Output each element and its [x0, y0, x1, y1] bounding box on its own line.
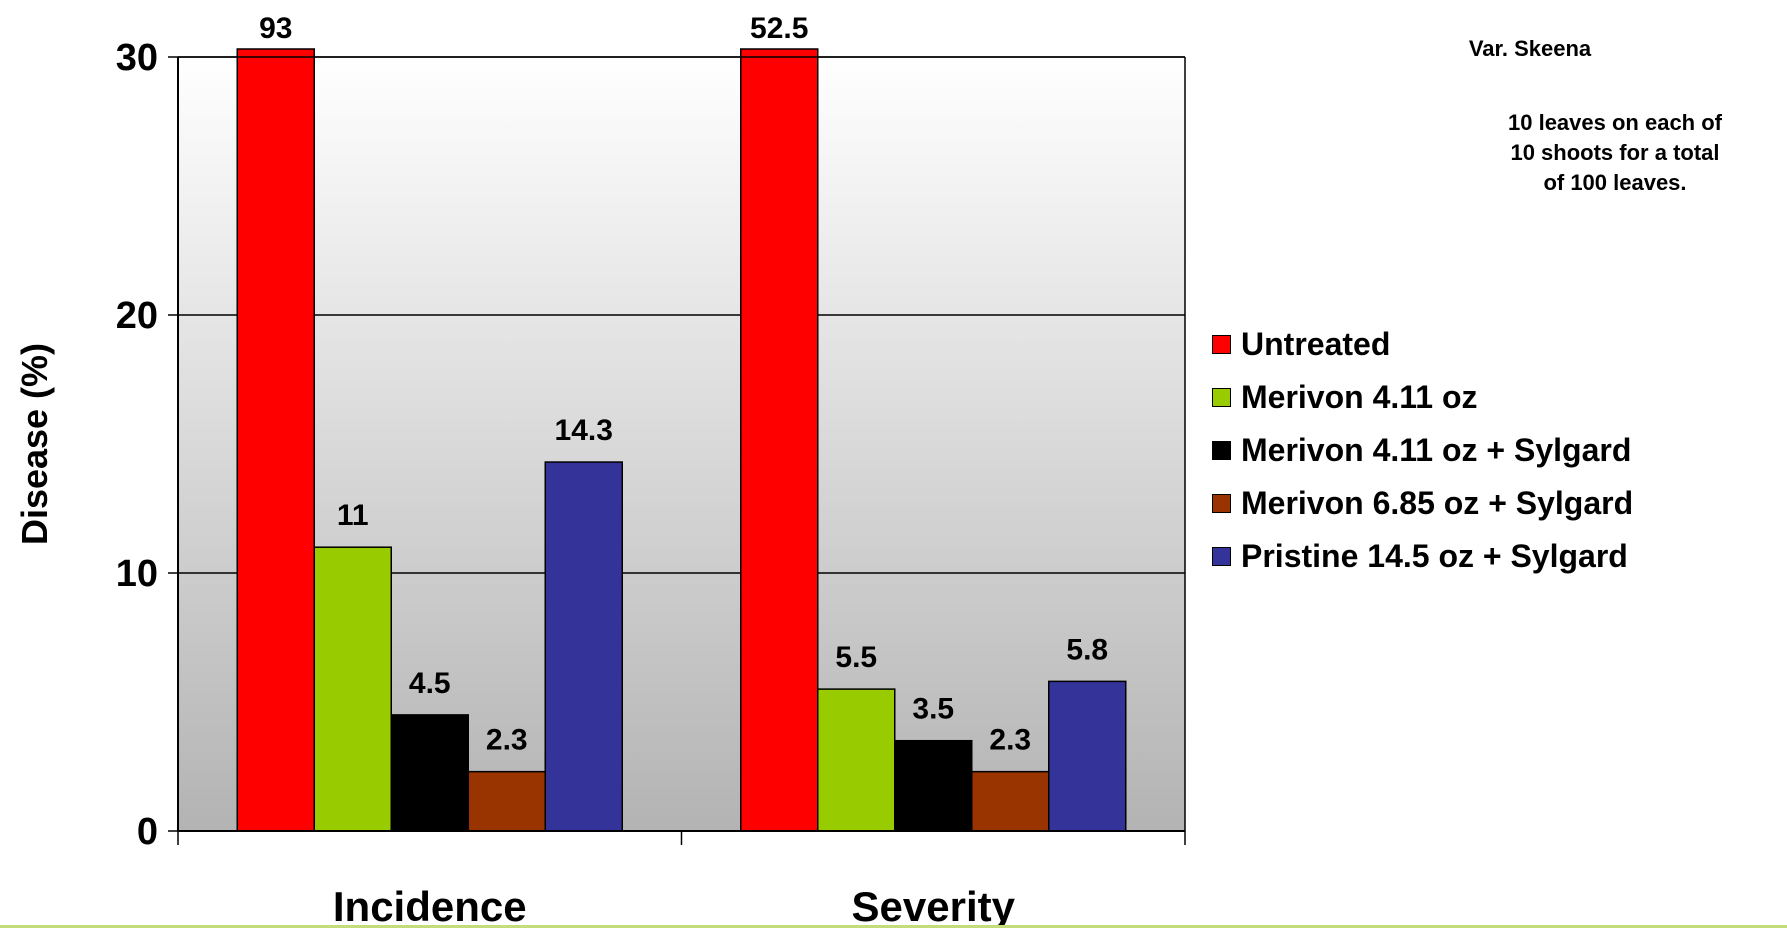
legend-label: Merivon 6.85 oz + Sylgard — [1241, 485, 1634, 521]
y-tick-label: 10 — [116, 553, 158, 595]
bar — [467, 770, 546, 832]
data-label: 5.5 — [835, 641, 877, 674]
data-label: 2.3 — [486, 724, 528, 757]
variety-note: Var. Skeena — [1468, 36, 1592, 61]
sampling-note-line: 10 shoots for a total — [1510, 140, 1720, 165]
legend-label: Pristine 14.5 oz + Sylgard — [1241, 538, 1628, 574]
footer-divider — [0, 925, 1787, 928]
sampling-note: 10 leaves on each of 10 shoots for a tot… — [1445, 108, 1785, 198]
y-axis-label: Disease (%) — [14, 343, 55, 545]
bar — [971, 770, 1050, 832]
data-label: 2.3 — [989, 724, 1031, 757]
legend-item: Merivon 6.85 oz + Sylgard — [1212, 477, 1633, 530]
legend-label: Merivon 4.11 oz + Sylgard — [1241, 432, 1632, 468]
legend-swatch — [1212, 441, 1231, 460]
data-label: 5.8 — [1066, 633, 1108, 666]
legend: Untreated Merivon 4.11 oz Merivon 4.11 o… — [1212, 318, 1633, 583]
legend-label: Merivon 4.11 oz — [1241, 379, 1478, 415]
bar — [894, 739, 973, 832]
bar — [313, 546, 392, 832]
data-label: 11 — [337, 499, 369, 532]
legend-item: Pristine 14.5 oz + Sylgard — [1212, 530, 1633, 583]
legend-item: Untreated — [1212, 318, 1633, 371]
y-tick-label: 20 — [116, 295, 158, 337]
bar — [1048, 680, 1127, 832]
data-label: 93 — [259, 12, 292, 45]
sampling-note-line: 10 leaves on each of — [1508, 110, 1722, 135]
legend-swatch — [1212, 335, 1231, 354]
bar — [236, 48, 315, 832]
legend-item: Merivon 4.11 oz — [1212, 371, 1633, 424]
x-tick-label: Incidence — [333, 883, 527, 928]
data-label: 52.5 — [750, 12, 808, 45]
bar — [390, 714, 469, 832]
y-tick-label: 30 — [116, 37, 158, 79]
data-label: 3.5 — [912, 693, 954, 726]
legend-label: Untreated — [1241, 326, 1391, 362]
data-label: 14.3 — [555, 414, 613, 447]
legend-swatch — [1212, 388, 1231, 407]
y-tick-label: 0 — [137, 811, 158, 853]
bar — [740, 48, 819, 832]
legend-swatch — [1212, 494, 1231, 513]
bar — [544, 461, 623, 832]
legend-swatch — [1212, 547, 1231, 566]
data-label: 4.5 — [409, 667, 451, 700]
legend-item: Merivon 4.11 oz + Sylgard — [1212, 424, 1633, 477]
sampling-note-line: of 100 leaves. — [1543, 170, 1687, 195]
bar — [817, 688, 896, 832]
x-tick-label: Severity — [852, 883, 1016, 928]
